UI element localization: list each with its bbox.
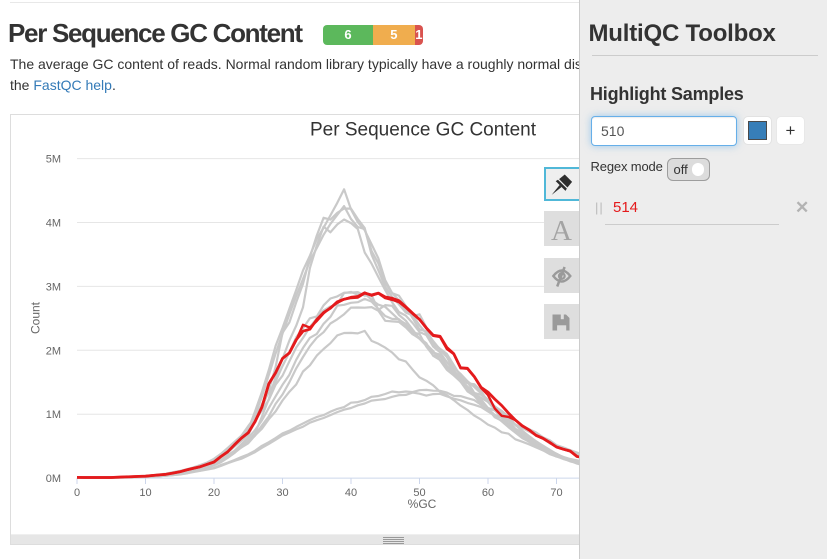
svg-text:4M: 4M: [46, 218, 61, 230]
svg-text:60: 60: [482, 487, 494, 499]
svg-text:2M: 2M: [46, 345, 61, 357]
svg-text:Per Sequence GC Content: Per Sequence GC Content: [310, 120, 537, 141]
svg-text:50: 50: [413, 487, 425, 499]
svg-text:1M: 1M: [46, 409, 61, 421]
svg-text:40: 40: [345, 487, 357, 499]
svg-text:10: 10: [139, 487, 151, 499]
svg-text:5M: 5M: [46, 154, 61, 166]
svg-text:70: 70: [550, 487, 562, 499]
svg-text:0: 0: [74, 487, 80, 499]
svg-text:3M: 3M: [46, 281, 61, 293]
svg-text:Count: Count: [29, 301, 43, 334]
svg-text:30: 30: [276, 487, 288, 499]
svg-text:%GC: %GC: [408, 497, 437, 511]
svg-text:0M: 0M: [46, 473, 61, 485]
svg-text:20: 20: [208, 487, 220, 499]
